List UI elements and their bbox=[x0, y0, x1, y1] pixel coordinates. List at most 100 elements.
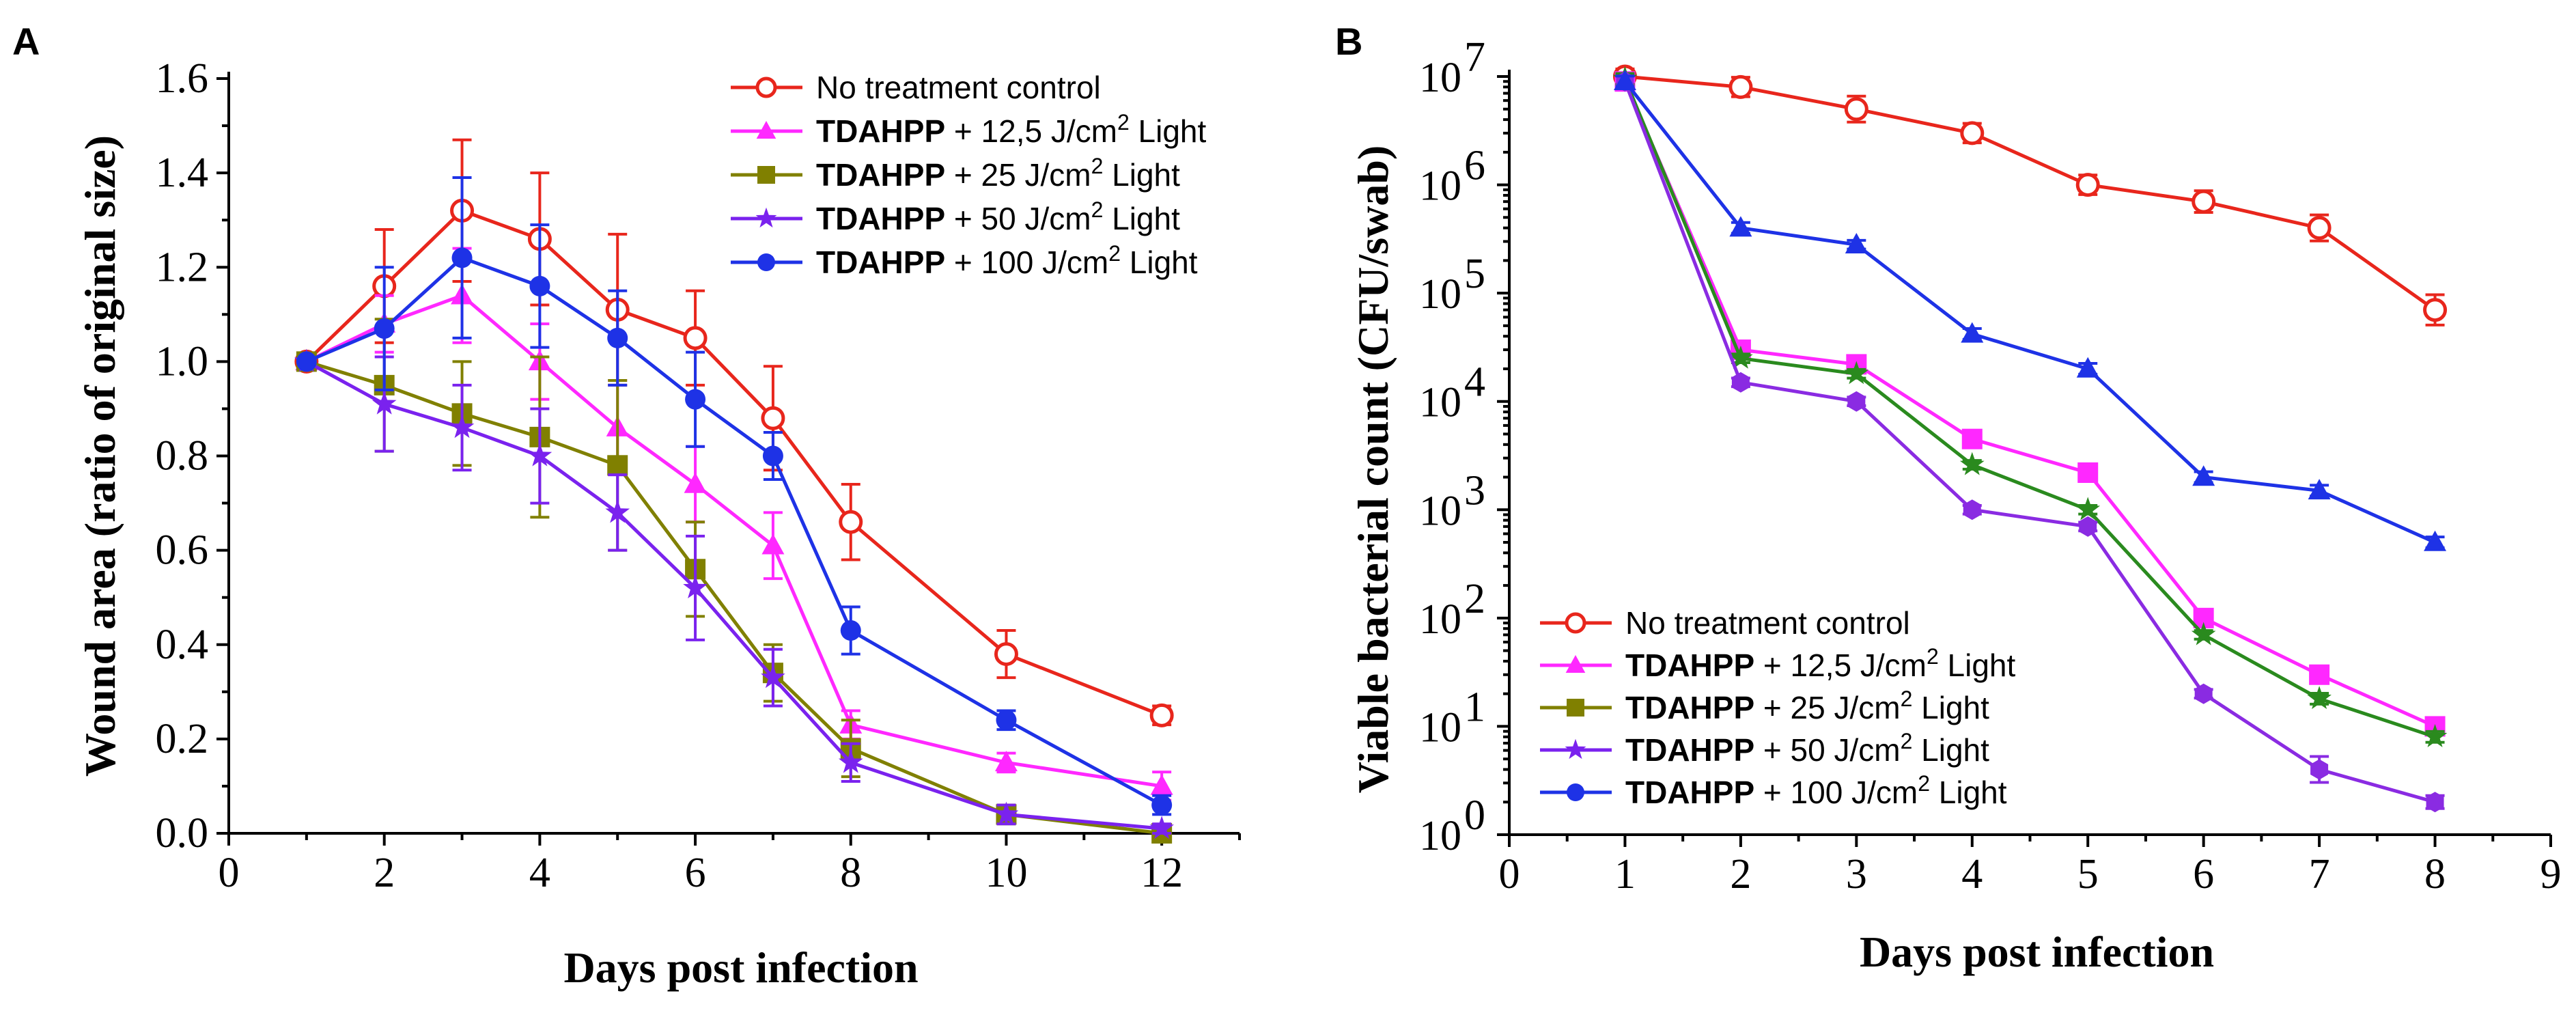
data-point bbox=[684, 472, 707, 493]
data-point bbox=[683, 575, 708, 599]
data-point bbox=[1961, 322, 1984, 343]
data-point bbox=[372, 391, 397, 415]
data-point bbox=[374, 318, 395, 339]
panel-a-series-3 bbox=[294, 348, 1174, 839]
panel-b-y-tick-label: 10 bbox=[1419, 271, 1461, 318]
data-point bbox=[2307, 686, 2332, 710]
panel-a-x-tick-label: 12 bbox=[1140, 850, 1183, 896]
panel-b-y-tick-label: 10 bbox=[1419, 813, 1461, 859]
data-point bbox=[2423, 298, 2448, 322]
data-point bbox=[839, 510, 863, 534]
panel-a-legend-marker-2 bbox=[757, 166, 775, 184]
panel-b-x-tick-label: 1 bbox=[1614, 851, 1636, 898]
series-line bbox=[1625, 74, 2437, 311]
panel-a-series-4 bbox=[296, 176, 1173, 816]
data-point bbox=[1960, 121, 1985, 145]
data-point bbox=[1613, 70, 1636, 91]
series-line bbox=[305, 255, 1163, 807]
panel-a-y-tick-label: 0.8 bbox=[156, 433, 209, 479]
panel-b-legend-label-2: TDAHPP + 25 J/cm2 Light bbox=[1625, 686, 1989, 725]
panel-a-legend-label-1: TDAHPP + 12,5 J/cm2 Light bbox=[816, 110, 1207, 149]
panel-a-legend-marker-0 bbox=[755, 77, 777, 98]
panel-a-y-tick-label: 1.2 bbox=[156, 244, 209, 290]
data-point bbox=[529, 275, 550, 296]
panel-b-series-2 bbox=[1612, 66, 2448, 747]
panel-b-y-tick-exponent: 5 bbox=[1464, 251, 1485, 297]
panel-a-x-tick-label: 8 bbox=[840, 850, 861, 896]
data-point bbox=[451, 247, 473, 268]
panel-b-x-tick-label: 5 bbox=[2077, 851, 2099, 898]
panel-b-y-tick-label: 10 bbox=[1419, 380, 1461, 426]
panel-a-x-tick-label: 0 bbox=[219, 850, 240, 896]
data-point bbox=[1150, 774, 1173, 795]
panel-a-legend-marker-3 bbox=[755, 207, 777, 228]
data-point bbox=[2192, 189, 2216, 214]
panel-b-x-tick-label: 0 bbox=[1499, 851, 1520, 898]
panel-b-legend-label-0: No treatment control bbox=[1625, 605, 1910, 641]
data-point bbox=[761, 533, 785, 555]
series-line bbox=[1623, 81, 2436, 728]
data-point bbox=[1151, 794, 1173, 816]
panel-a-legend-item-0: No treatment control bbox=[731, 70, 1101, 105]
panel-a-x-tick-label: 10 bbox=[985, 850, 1027, 896]
data-point bbox=[996, 710, 1017, 731]
series-line bbox=[305, 293, 1162, 788]
panel-b-x-tick-label: 9 bbox=[2540, 851, 2562, 898]
data-point bbox=[2309, 664, 2330, 685]
series-line bbox=[1623, 81, 2436, 804]
data-point bbox=[2075, 497, 2101, 520]
panel-a-legend-marker-4 bbox=[757, 253, 775, 271]
data-point bbox=[761, 406, 785, 430]
panel-a-y-tick-label: 0.6 bbox=[156, 527, 209, 574]
panel-b-legend-marker-0 bbox=[1565, 612, 1586, 634]
data-point bbox=[1729, 216, 1752, 237]
panel-a-x-tick-label: 6 bbox=[685, 850, 706, 896]
panel-a-y-tick-label: 1.4 bbox=[156, 150, 209, 196]
panel-a-legend: No treatment control TDAHPP + 12,5 J/cm2 … bbox=[731, 70, 1207, 280]
data-point bbox=[1149, 816, 1174, 839]
data-point bbox=[2308, 479, 2331, 500]
panel-b-series-3 bbox=[1615, 71, 2445, 813]
panel-b-x-tick-label: 4 bbox=[1961, 851, 1983, 898]
panel-a-y-tick-label: 0.0 bbox=[156, 810, 209, 857]
panel-b-y-tick-exponent: 7 bbox=[1464, 34, 1485, 81]
data-point bbox=[685, 389, 706, 410]
panel-b-y-tick-label: 10 bbox=[1419, 488, 1461, 534]
panel-a-x-tick-label: 4 bbox=[529, 850, 550, 896]
data-point bbox=[296, 351, 317, 372]
panel-a-y-tick-label: 1.6 bbox=[156, 55, 209, 102]
panel-b-y-axis-title: Viable bacterial count (CFU/swab) bbox=[1349, 145, 1397, 794]
data-point bbox=[607, 455, 628, 476]
panel-b-y-tick-label: 10 bbox=[1419, 596, 1461, 643]
panel-b-y-tick-label: 10 bbox=[1419, 55, 1461, 101]
panel-b-y-tick-exponent: 4 bbox=[1464, 359, 1485, 406]
series-line bbox=[305, 208, 1163, 717]
data-point bbox=[527, 443, 552, 467]
data-point bbox=[1844, 97, 1868, 122]
panel-b-x-tick-label: 3 bbox=[1846, 851, 1867, 898]
data-point bbox=[1728, 74, 1753, 99]
panel-b-x-tick-label: 6 bbox=[2193, 851, 2214, 898]
panel-b-series-4 bbox=[1613, 70, 2447, 551]
data-point bbox=[2192, 465, 2215, 486]
panel-b-y-tick-label: 10 bbox=[1419, 704, 1461, 751]
panel-a-y-tick-label: 0.2 bbox=[156, 716, 209, 762]
data-point bbox=[605, 499, 630, 523]
panel-b-series-0 bbox=[1612, 64, 2448, 326]
data-point bbox=[2424, 530, 2447, 551]
data-point bbox=[994, 801, 1019, 825]
panel-a-legend-item-3: TDAHPP + 50 J/cm2 Light bbox=[731, 197, 1180, 236]
series-line bbox=[306, 359, 1162, 835]
data-point bbox=[2426, 792, 2444, 813]
panel-a-legend-item-2: TDAHPP + 25 J/cm2 Light bbox=[731, 154, 1180, 193]
data-point bbox=[1844, 361, 1869, 385]
panel-a-legend-item-4: TDAHPP + 100 J/cm2 Light bbox=[731, 241, 1198, 280]
panel-b-x-axis-title: Days post infection bbox=[1860, 928, 2214, 976]
series-line bbox=[305, 360, 1162, 831]
data-point bbox=[1963, 499, 1981, 520]
data-point bbox=[994, 751, 1018, 772]
panel-a-series-1 bbox=[295, 247, 1173, 802]
